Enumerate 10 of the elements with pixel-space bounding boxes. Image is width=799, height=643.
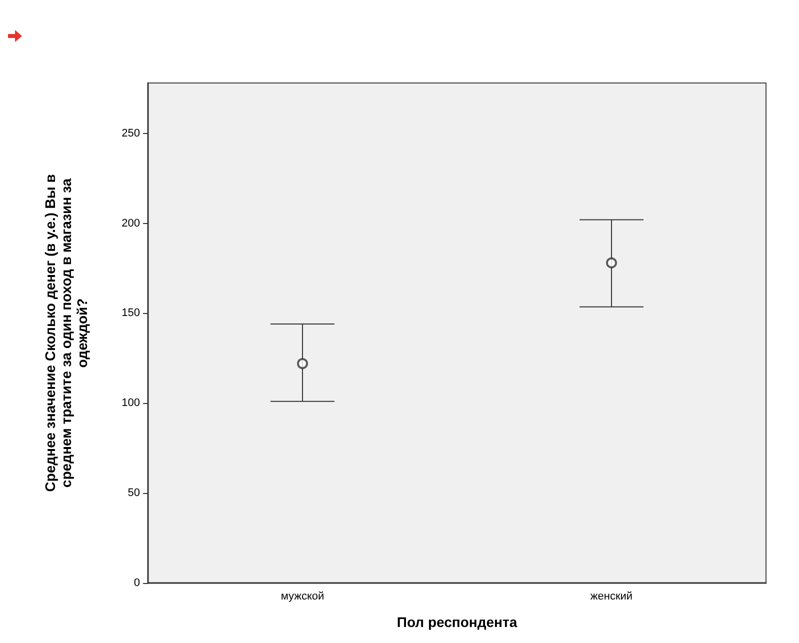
y-tick-label: 150 [122,307,140,320]
y-tick-label: 200 [122,217,140,230]
y-axis-title: Среднее значение Сколько денег (в у.е.) Вы в среднем тратите за один поход в магазин за одеждой? [42,174,90,492]
x-tick-label: мужской [280,590,324,602]
y-tick-label: 0 [134,577,140,589]
x-axis-title: Пол респондента [396,614,518,630]
y-tick-label: 50 [128,487,140,500]
y-tick-label: 100 [122,397,140,410]
x-tick-label: женский [590,590,633,602]
y-tick-label: 250 [122,127,140,140]
